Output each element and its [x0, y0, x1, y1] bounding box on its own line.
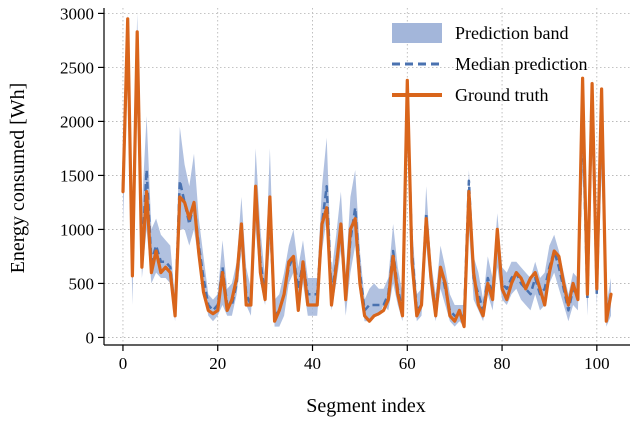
prediction-band-area: [123, 13, 611, 327]
y-tick-label: 500: [69, 274, 95, 293]
x-tick-label: 100: [584, 354, 610, 373]
y-tick-label: 1000: [60, 220, 94, 239]
x-tick-label: 60: [399, 354, 416, 373]
x-tick-label: 20: [209, 354, 226, 373]
y-tick-label: 2000: [60, 112, 94, 131]
axes: [103, 8, 630, 346]
x-axis-title: Segment index: [306, 395, 425, 417]
legend-band-swatch: [392, 23, 442, 43]
ground-truth-path: [121, 17, 613, 329]
y-axis-title: Energy consumed [Wh]: [7, 83, 29, 274]
median-prediction-path: [121, 22, 613, 318]
y-tick-label: 1500: [60, 166, 94, 185]
ground-truth-line: [121, 17, 613, 329]
legend-truth-label: Ground truth: [455, 85, 549, 105]
median-prediction-line: [121, 22, 613, 318]
x-tick-label: 40: [304, 354, 321, 373]
x-tick-label: 0: [119, 354, 128, 373]
y-tick-label: 0: [86, 328, 95, 347]
legend-median-label: Median prediction: [455, 54, 587, 74]
y-tick-label: 2500: [60, 58, 94, 77]
legend-band-label: Prediction band: [455, 23, 568, 43]
prediction-band: [123, 13, 611, 327]
y-tick-label: 3000: [60, 4, 94, 23]
legend: Prediction band Median prediction Ground…: [392, 23, 587, 105]
x-tick-label: 80: [494, 354, 511, 373]
